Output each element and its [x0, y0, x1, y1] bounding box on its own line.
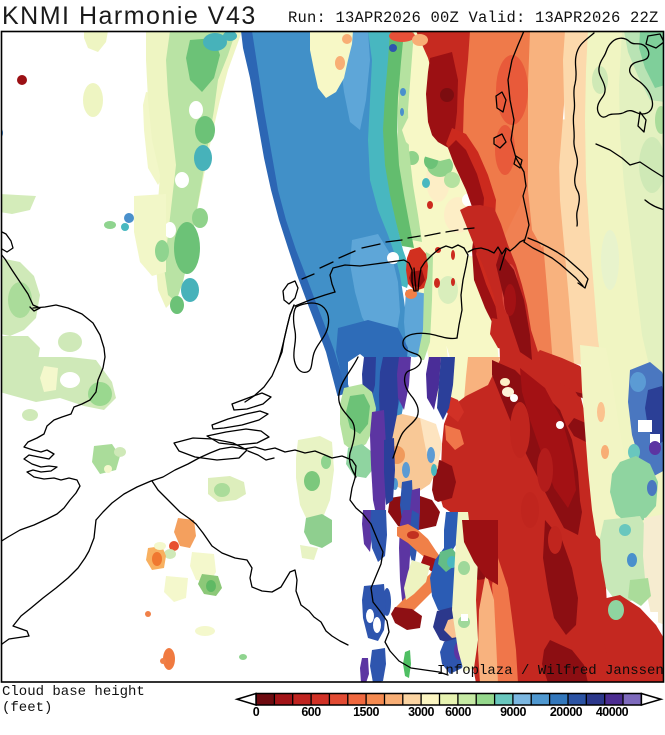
svg-text:600: 600: [301, 705, 321, 719]
svg-text:Infoplaza / Wilfred Janssen: Infoplaza / Wilfred Janssen: [437, 663, 664, 679]
svg-text:1500: 1500: [353, 705, 379, 719]
svg-text:20000: 20000: [550, 705, 583, 719]
svg-text:40000: 40000: [596, 705, 629, 719]
svg-text:6000: 6000: [445, 705, 471, 719]
svg-text:Cloud base height: Cloud base height: [2, 684, 145, 700]
svg-text:9000: 9000: [500, 705, 526, 719]
svg-text:3000: 3000: [408, 705, 434, 719]
svg-text:Run: 13APR2026 00Z Valid: 13AP: Run: 13APR2026 00Z Valid: 13APR2026 22Z: [288, 9, 659, 27]
svg-text:0: 0: [253, 705, 260, 719]
svg-text:KNMI Harmonie V43: KNMI Harmonie V43: [2, 2, 257, 30]
svg-text:(feet): (feet): [2, 700, 52, 716]
